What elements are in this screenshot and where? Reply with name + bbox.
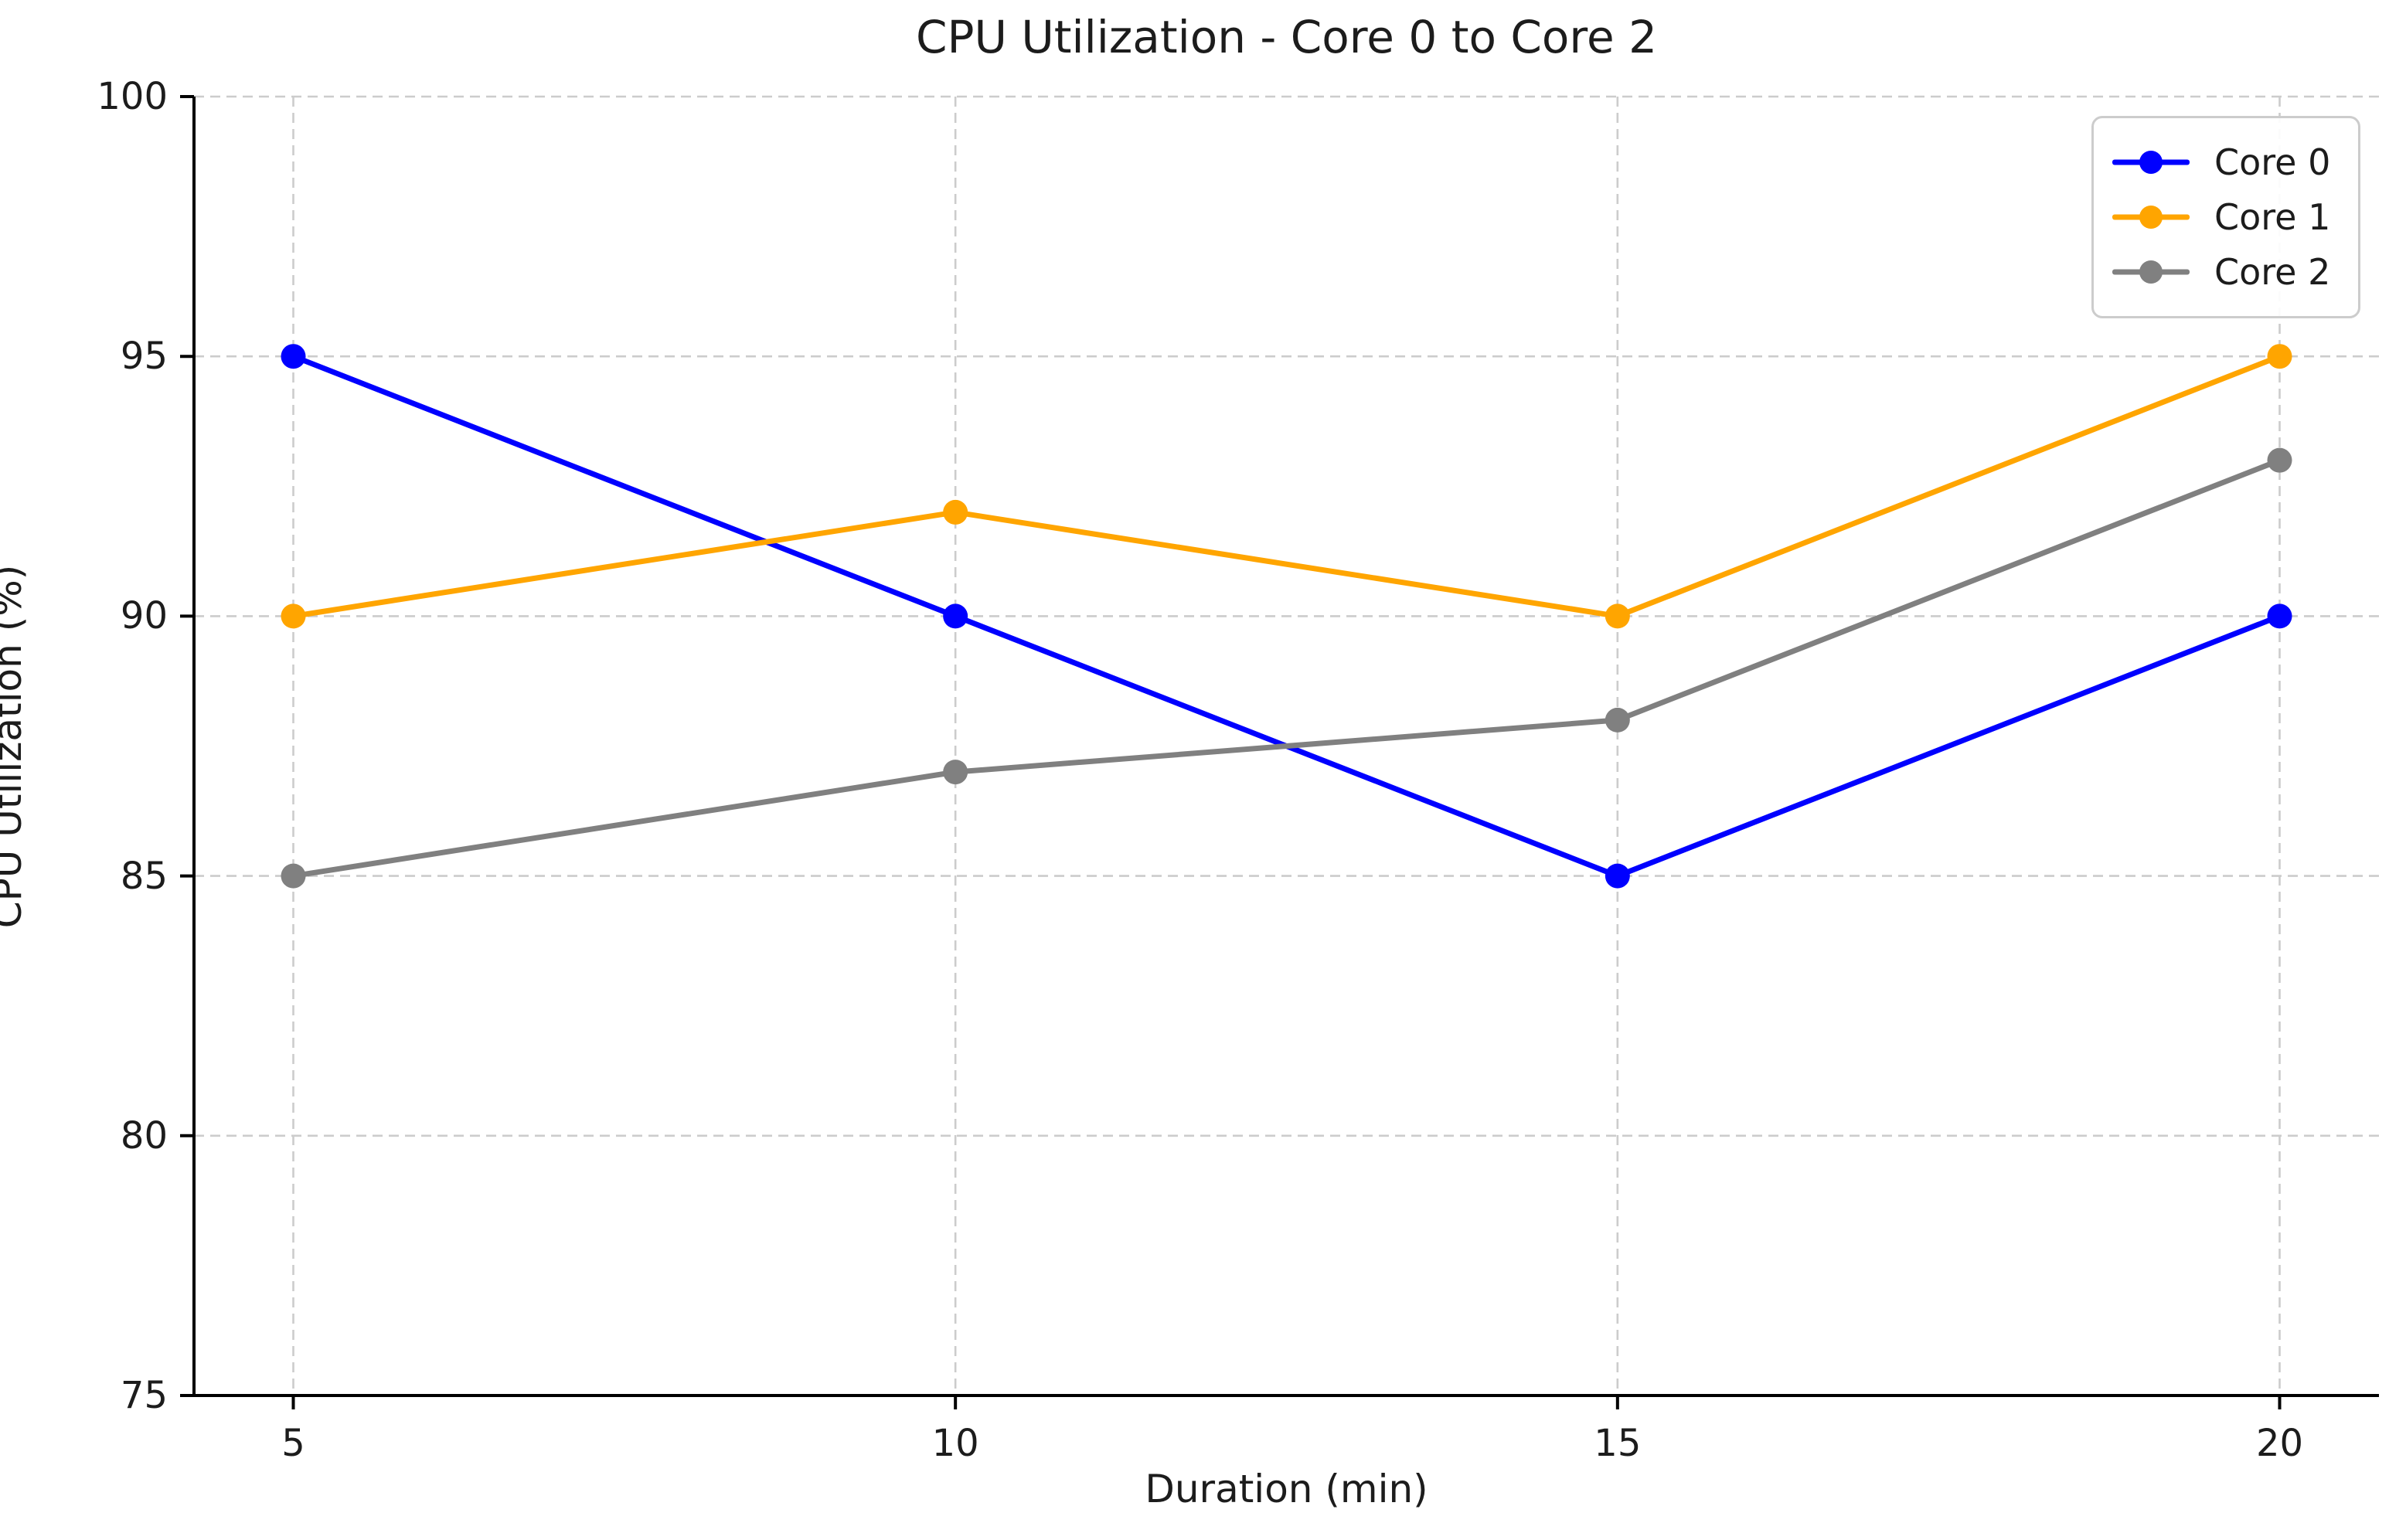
data-point-core-2-x20 xyxy=(2267,447,2292,473)
y-tick-label-85: 85 xyxy=(120,854,168,898)
data-point-core-0-x5 xyxy=(281,344,306,369)
data-point-core-2-x5 xyxy=(281,863,306,889)
x-tick-label-5: 5 xyxy=(281,1422,305,1465)
data-point-core-1-x10 xyxy=(943,499,968,525)
y-tick-label-100: 100 xyxy=(97,75,168,118)
legend-label: Core 0 xyxy=(2214,141,2331,184)
legend-item-core-0: Core 0 xyxy=(2112,135,2335,190)
data-point-core-0-x10 xyxy=(943,603,968,629)
series-line-core-1 xyxy=(291,353,2282,619)
data-point-core-1-x20 xyxy=(2267,344,2292,369)
data-point-core-2-x15 xyxy=(1605,707,1630,733)
legend: Core 0 Core 1 Core 2 xyxy=(2091,116,2360,318)
legend-item-core-1: Core 1 xyxy=(2112,190,2335,245)
y-tick-label-90: 90 xyxy=(120,594,168,638)
y-tick-label-75: 75 xyxy=(120,1374,168,1417)
data-point-core-0-x15 xyxy=(1605,863,1630,889)
legend-line-marker-icon xyxy=(2112,149,2190,175)
data-point-core-1-x15 xyxy=(1605,603,1630,629)
legend-label: Core 2 xyxy=(2214,250,2331,293)
x-axis-label: Duration (min) xyxy=(1145,1467,1428,1511)
x-tick-label-20: 20 xyxy=(2255,1422,2304,1465)
data-point-core-1-x5 xyxy=(281,603,306,629)
series-line-core-2 xyxy=(291,457,2282,879)
x-tick-label-10: 10 xyxy=(931,1422,979,1465)
legend-line-marker-icon xyxy=(2112,259,2190,285)
data-point-core-2-x10 xyxy=(943,760,968,785)
chart-title: CPU Utilization - Core 0 to Core 2 xyxy=(915,11,1658,63)
y-tick-label-80: 80 xyxy=(120,1113,168,1158)
y-tick-label-95: 95 xyxy=(120,335,168,379)
legend-label: Core 1 xyxy=(2214,196,2331,238)
legend-item-core-2: Core 2 xyxy=(2112,244,2335,299)
legend-line-marker-icon xyxy=(2112,204,2190,230)
x-tick-label-15: 15 xyxy=(1594,1422,1642,1465)
data-point-core-0-x20 xyxy=(2267,603,2292,629)
